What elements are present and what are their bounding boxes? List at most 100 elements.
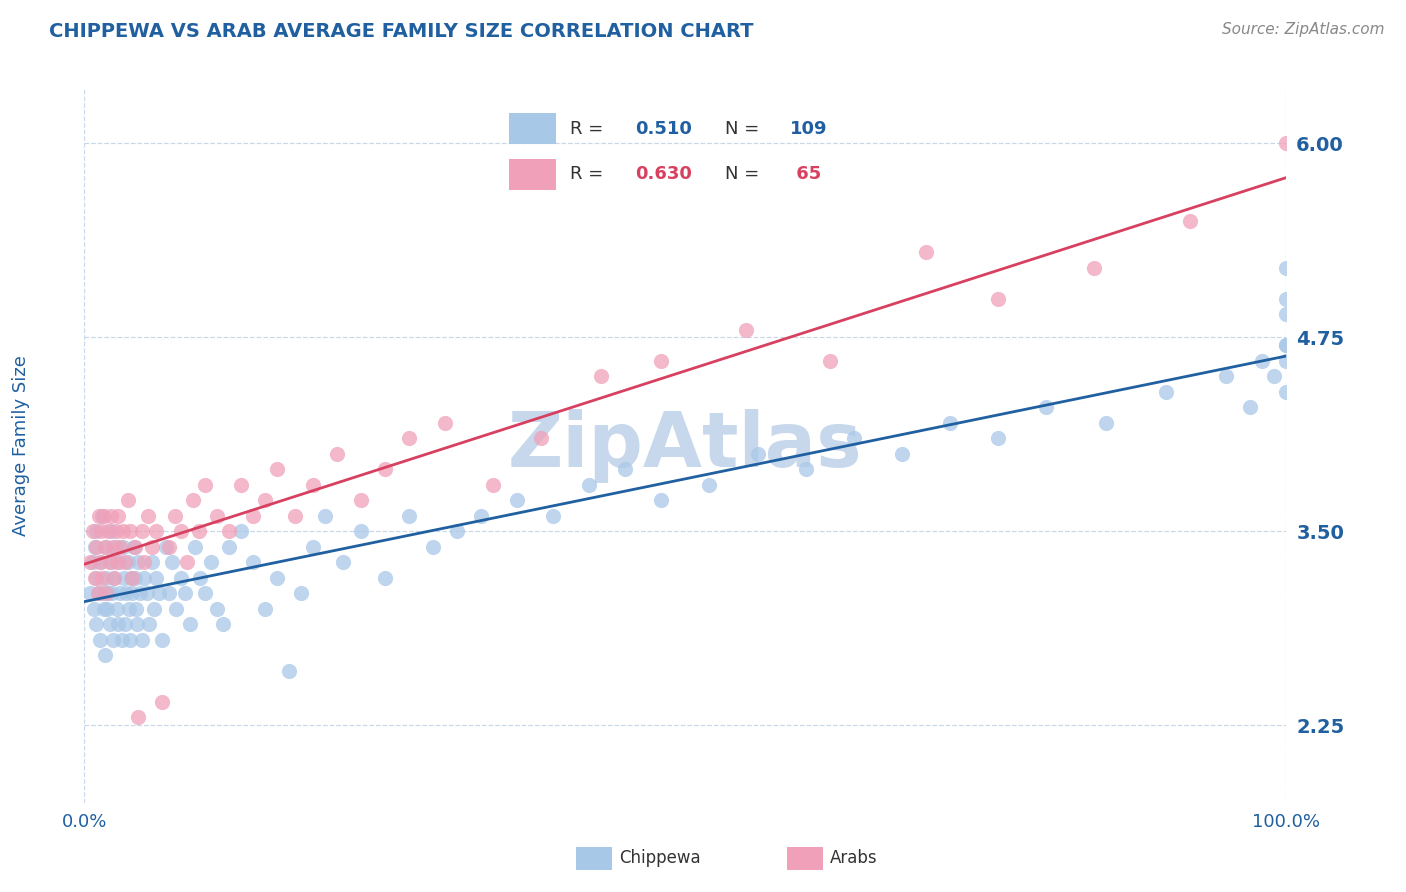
Point bbox=[107, 508, 129, 523]
Point bbox=[138, 617, 160, 632]
Point bbox=[86, 586, 108, 600]
Point bbox=[134, 571, 156, 585]
Point bbox=[1156, 384, 1178, 399]
Point bbox=[79, 555, 101, 569]
Point bbox=[90, 524, 112, 539]
Point bbox=[446, 524, 468, 539]
Point bbox=[87, 508, 110, 523]
Text: CHIPPEWA VS ARAB AVERAGE FAMILY SIZE CORRELATION CHART: CHIPPEWA VS ARAB AVERAGE FAMILY SIZE COR… bbox=[49, 22, 754, 41]
Point bbox=[470, 508, 492, 523]
Point bbox=[160, 555, 183, 569]
Point bbox=[148, 586, 170, 600]
Point bbox=[104, 540, 127, 554]
Point bbox=[82, 555, 104, 569]
Point bbox=[110, 586, 132, 600]
Point bbox=[127, 617, 149, 632]
Point bbox=[141, 540, 163, 554]
Text: ZipAtlas: ZipAtlas bbox=[508, 409, 863, 483]
Point bbox=[131, 632, 153, 647]
Point bbox=[128, 586, 150, 600]
Point bbox=[176, 555, 198, 569]
Point bbox=[1215, 369, 1237, 384]
Point bbox=[1275, 353, 1298, 368]
Point bbox=[79, 586, 101, 600]
Point bbox=[1275, 338, 1298, 352]
Point bbox=[184, 540, 207, 554]
Point bbox=[117, 493, 139, 508]
Point bbox=[398, 431, 420, 445]
Point bbox=[118, 524, 141, 539]
Point bbox=[122, 540, 145, 554]
Point bbox=[91, 508, 114, 523]
Point bbox=[163, 508, 186, 523]
Point bbox=[266, 571, 288, 585]
Point bbox=[86, 540, 108, 554]
Point bbox=[229, 477, 252, 491]
Point bbox=[111, 540, 134, 554]
Point bbox=[94, 540, 117, 554]
Point bbox=[96, 602, 118, 616]
Point bbox=[747, 447, 769, 461]
Point bbox=[326, 447, 349, 461]
Point bbox=[218, 524, 240, 539]
Point bbox=[143, 602, 166, 616]
Point bbox=[699, 477, 721, 491]
Point bbox=[115, 586, 138, 600]
Point bbox=[277, 664, 299, 678]
Point bbox=[301, 477, 323, 491]
Point bbox=[398, 508, 420, 523]
Point bbox=[1095, 416, 1118, 430]
Point bbox=[157, 586, 180, 600]
Point bbox=[229, 524, 252, 539]
Point bbox=[121, 571, 143, 585]
Point bbox=[111, 524, 134, 539]
Point bbox=[266, 462, 288, 476]
Point bbox=[506, 493, 529, 508]
Point bbox=[94, 586, 117, 600]
Point bbox=[108, 555, 131, 569]
Point bbox=[218, 540, 240, 554]
Point bbox=[578, 477, 600, 491]
Point bbox=[136, 508, 159, 523]
Point bbox=[1180, 214, 1202, 228]
Point bbox=[284, 508, 307, 523]
Point bbox=[350, 524, 373, 539]
Point bbox=[211, 617, 233, 632]
Point bbox=[794, 462, 817, 476]
Point bbox=[987, 431, 1010, 445]
Point bbox=[650, 493, 672, 508]
Point bbox=[107, 617, 129, 632]
Point bbox=[111, 632, 134, 647]
Point bbox=[200, 555, 222, 569]
Point bbox=[188, 571, 211, 585]
Point bbox=[1251, 353, 1274, 368]
Point bbox=[117, 555, 139, 569]
Point bbox=[530, 431, 553, 445]
Point bbox=[1275, 136, 1298, 151]
Point bbox=[145, 524, 167, 539]
Point bbox=[1275, 338, 1298, 352]
Point bbox=[84, 571, 107, 585]
Point bbox=[482, 477, 505, 491]
Point bbox=[94, 540, 117, 554]
Point bbox=[614, 462, 637, 476]
Point bbox=[350, 493, 373, 508]
Point bbox=[103, 571, 125, 585]
Point bbox=[86, 524, 108, 539]
Point bbox=[124, 540, 146, 554]
Point bbox=[165, 602, 187, 616]
Point bbox=[1239, 401, 1261, 415]
Point bbox=[205, 602, 228, 616]
Point bbox=[98, 617, 121, 632]
Point bbox=[374, 571, 396, 585]
Point bbox=[1275, 260, 1298, 275]
Point bbox=[591, 369, 613, 384]
Point bbox=[90, 555, 112, 569]
Point bbox=[98, 555, 121, 569]
Point bbox=[91, 571, 114, 585]
Point bbox=[114, 617, 136, 632]
Point bbox=[121, 586, 143, 600]
Text: Arabs: Arabs bbox=[830, 849, 877, 867]
Point bbox=[422, 540, 444, 554]
Point bbox=[842, 431, 865, 445]
